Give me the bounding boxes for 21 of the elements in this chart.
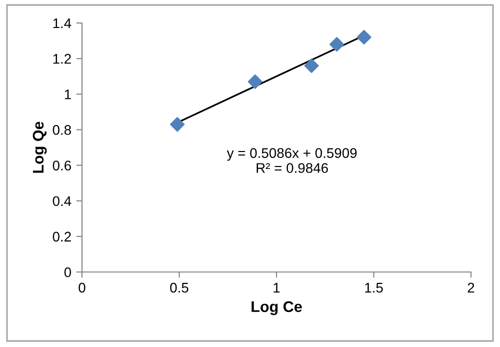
point bbox=[170, 117, 185, 132]
point bbox=[304, 58, 319, 73]
y-tick-label: 0.8 bbox=[52, 125, 71, 135]
y-tick-label: 1.2 bbox=[53, 54, 71, 64]
x-tick-label: 0.5 bbox=[170, 282, 188, 293]
y-tick-label: 1.4 bbox=[53, 18, 72, 28]
point bbox=[330, 37, 344, 52]
x-tick-label: 1.5 bbox=[365, 282, 383, 293]
annotation: y = 0.5086x + 0.5909 R² = 0.9846 bbox=[226, 148, 357, 173]
x-tick-label: 0 bbox=[78, 282, 86, 293]
y-tick-label: 0.6 bbox=[52, 160, 71, 170]
y-axis-title: Log Qe bbox=[32, 122, 47, 173]
x-tick-label: 2 bbox=[468, 282, 474, 292]
x-axis-title: Log Ce bbox=[252, 301, 302, 316]
y-tick-label: 0.4 bbox=[52, 196, 72, 206]
point bbox=[356, 30, 372, 45]
y-tick-label: 1 bbox=[64, 90, 71, 100]
point bbox=[248, 74, 262, 89]
y-tick-label: 0.2 bbox=[52, 232, 71, 242]
y-tick-label: 0 bbox=[64, 267, 72, 278]
x-tick-label: 1 bbox=[274, 282, 280, 292]
